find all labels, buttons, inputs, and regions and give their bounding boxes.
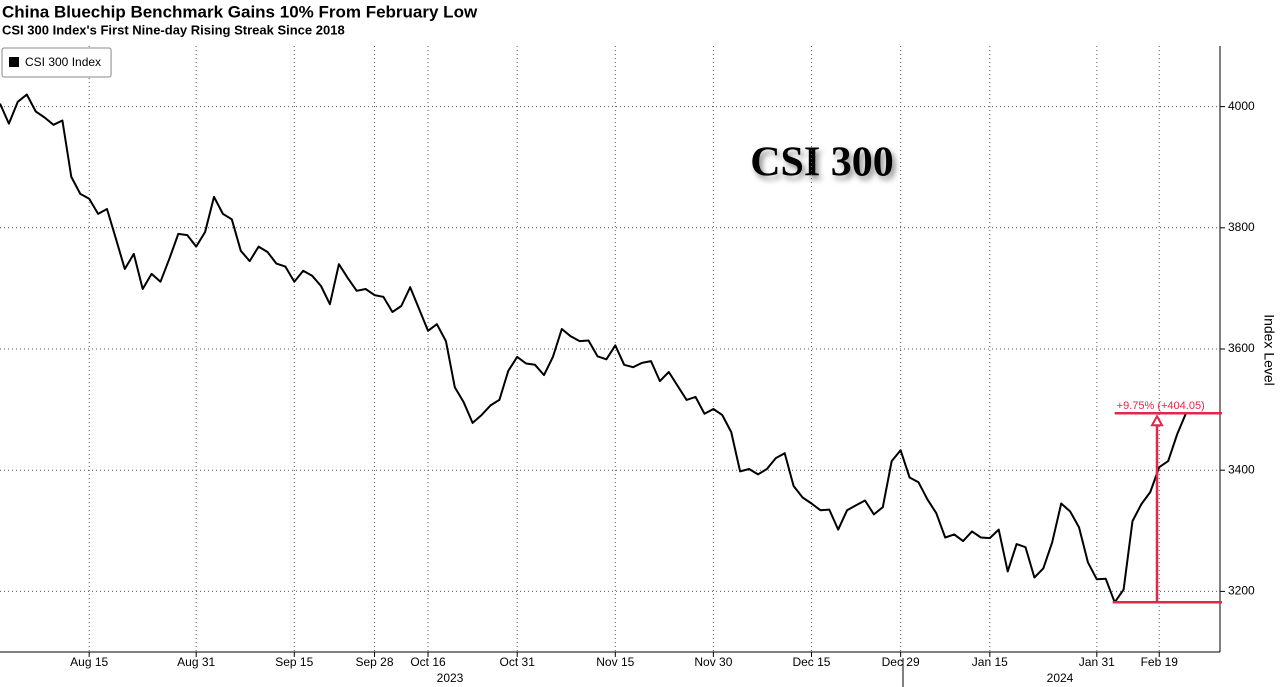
legend: CSI 300 Index [1,47,112,78]
y-tick-label: 3600 [1228,341,1255,355]
y-axis-label: Index Level [1261,314,1277,386]
x-tick-label: Oct 16 [410,655,446,669]
x-tick-label: Sep 28 [356,655,394,669]
x-tick-label: Dec 29 [882,655,920,669]
year-label: 2024 [1047,671,1074,685]
x-tick-label: Oct 31 [500,655,536,669]
x-tick-label: Nov 15 [596,655,634,669]
x-tick-label: Sep 15 [275,655,313,669]
x-tick-label: Aug 31 [177,655,215,669]
annotation-text: +9.75% (+404.05) [1117,400,1205,412]
chart-subtitle: CSI 300 Index's First Nine-day Rising St… [2,22,345,37]
y-tick-label: 3400 [1228,462,1255,476]
annotation-arrowhead [1150,414,1164,427]
legend-label: CSI 300 Index [25,55,101,69]
x-tick-label: Jan 31 [1079,655,1115,669]
y-tick-label: 4000 [1228,99,1255,113]
x-tick-label: Dec 15 [792,655,830,669]
y-tick-label: 3800 [1228,220,1255,234]
watermark: CSI 300 [750,140,894,186]
chart-title: China Bluechip Benchmark Gains 10% From … [2,2,478,21]
x-tick-label: Aug 15 [70,655,108,669]
y-tick-label: 3200 [1228,584,1255,598]
x-tick-label: Nov 30 [694,655,732,669]
legend-box [1,47,112,78]
year-label: 2023 [437,671,464,685]
x-tick-label: Feb 19 [1141,655,1179,669]
x-tick-label: Jan 15 [972,655,1008,669]
legend-swatch [9,57,19,67]
line-series [0,93,1187,604]
